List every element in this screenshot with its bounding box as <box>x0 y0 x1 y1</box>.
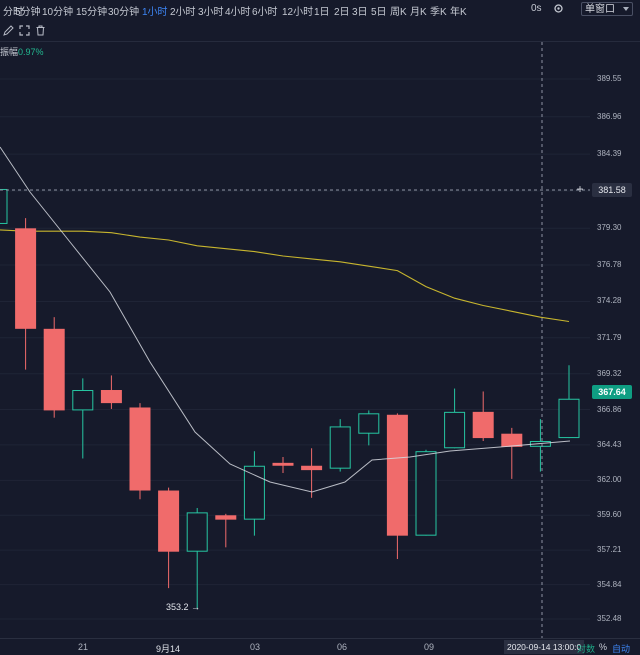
candle-body <box>0 188 8 224</box>
timeframe-tab[interactable]: 4小时 <box>225 7 251 18</box>
timeframe-tab[interactable]: 12小时 <box>282 7 314 18</box>
y-tick-label: 366.86 <box>597 404 622 414</box>
candle-body <box>129 407 151 491</box>
candle-body <box>43 328 65 411</box>
settings-icon[interactable] <box>552 2 565 18</box>
timeframe-tab[interactable]: 3小时 <box>198 7 224 18</box>
fullscreen-icon[interactable] <box>19 25 30 36</box>
crosshair-time-tag: 2020-09-14 13:00:0 <box>504 640 585 654</box>
y-tick-label: 364.43 <box>597 439 622 449</box>
y-tick-label: 357.21 <box>597 545 622 555</box>
y-tick-label: 371.79 <box>597 332 622 342</box>
x-tick-label: 09 <box>424 642 435 652</box>
candlestick-chart[interactable] <box>0 42 640 638</box>
candle-body <box>186 512 208 552</box>
y-tick-label: 354.84 <box>597 579 622 589</box>
timeframe-tab[interactable]: 5日 <box>371 7 387 18</box>
timeframe-tab[interactable]: 1日 <box>314 7 330 18</box>
refresh-interval[interactable]: 0s <box>531 3 542 14</box>
candle-body <box>386 414 408 536</box>
timeframe-tab[interactable]: 年K <box>450 7 467 18</box>
chevron-down-icon <box>623 7 629 11</box>
add-alert-button[interactable]: + <box>576 182 584 196</box>
timeframe-tab[interactable]: 30分钟 <box>108 7 140 18</box>
timeframe-tab[interactable]: 5分钟 <box>15 7 41 18</box>
low-price-annotation: 353.2 → <box>166 602 200 612</box>
y-tick-label: 369.32 <box>597 368 622 378</box>
y-tick-label: 389.55 <box>597 74 622 83</box>
scale-toggle[interactable]: 自动 <box>612 644 631 654</box>
candle-body <box>501 433 523 447</box>
y-tick-label: 386.96 <box>597 111 622 121</box>
x-tick-label: 9月14 <box>156 644 181 654</box>
y-tick-label: 362.00 <box>597 475 622 485</box>
drawing-toolbar <box>0 21 640 42</box>
time-axis: 21 9月14 03 06 09 2020-09-14 13:00:0 对数% 自动 <box>0 638 640 655</box>
y-tick-label: 379.30 <box>597 223 622 233</box>
trash-icon[interactable] <box>35 25 46 36</box>
candle-body <box>415 451 437 536</box>
timeframe-tab[interactable]: 分时 <box>3 7 23 18</box>
window-layout-value: 单窗口 <box>585 4 615 15</box>
timeframe-tab[interactable]: 2小时 <box>170 7 196 18</box>
timeframe-tab[interactable]: 周K <box>390 7 407 18</box>
y-tick-label: 352.48 <box>597 614 622 623</box>
timeframe-tab[interactable]: 2日 <box>334 7 350 18</box>
y-tick-label: 374.28 <box>597 296 622 306</box>
scale-toggle[interactable]: 对数 <box>577 644 596 654</box>
price-axis <box>590 42 640 638</box>
candle-body <box>100 390 122 404</box>
timeframe-tab[interactable]: 3日 <box>352 7 368 18</box>
timeframe-tab[interactable]: 15分钟 <box>76 7 108 18</box>
amplitude-indicator: 振幅0.97% <box>0 45 44 58</box>
candle-body <box>444 411 466 449</box>
candle-body <box>558 398 580 439</box>
ma-long-line <box>0 229 570 323</box>
y-tick-label: 384.39 <box>597 149 622 159</box>
candle-body <box>15 228 37 329</box>
window-layout-select[interactable]: 单窗口 <box>581 2 633 16</box>
candle-body <box>243 465 265 520</box>
candle-body <box>72 390 94 411</box>
timeframe-tab[interactable]: 月K <box>410 7 427 18</box>
candle-body <box>301 465 323 471</box>
timeframe-toolbar: 分时 5分钟 10分钟 15分钟 30分钟 1小时 2小时 3小时 4小时 6小时 12小时 1日 2日… <box>0 0 640 20</box>
crosshair-price-tag: 381.58 <box>592 183 632 197</box>
y-tick-label: 359.60 <box>597 510 622 520</box>
low-price-arrow: → <box>191 602 201 612</box>
amplitude-label: 振幅 <box>0 47 19 57</box>
candle-body <box>472 411 494 439</box>
x-tick-label: 06 <box>337 642 348 652</box>
candle-body <box>358 413 380 434</box>
timeframe-tab[interactable]: 10分钟 <box>42 7 74 18</box>
scale-toggle[interactable]: % <box>599 642 608 652</box>
x-tick-label: 21 <box>78 642 89 652</box>
candle-body <box>272 462 294 466</box>
low-price-value: 353.2 <box>166 602 189 612</box>
candle-body <box>215 515 237 520</box>
timeframe-tab[interactable]: 季K <box>430 7 447 18</box>
candle-body <box>158 490 180 552</box>
x-tick-label: 03 <box>250 642 261 652</box>
amplitude-value: 0.97% <box>18 47 44 57</box>
ma-short-line <box>0 146 571 493</box>
timeframe-tab[interactable]: 6小时 <box>252 7 278 18</box>
y-tick-label: 376.78 <box>597 260 622 270</box>
pen-icon[interactable] <box>3 25 14 36</box>
last-price-tag: 367.64 <box>592 385 632 399</box>
timeframe-tab[interactable]: 1小时 <box>142 7 168 18</box>
candle-body <box>329 426 351 469</box>
